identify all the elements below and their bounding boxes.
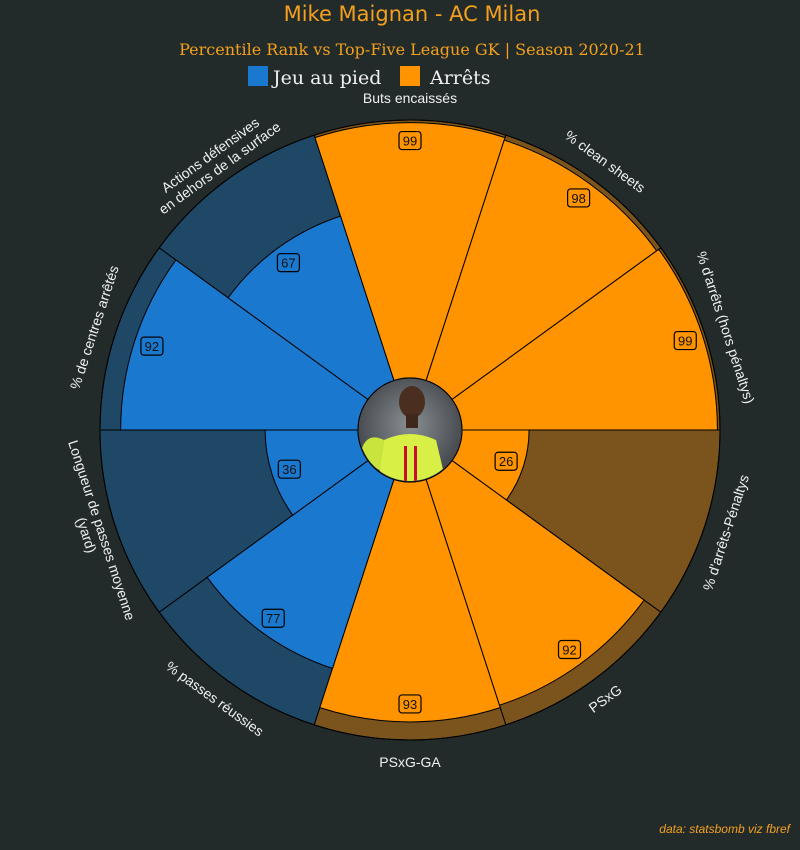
value-text: 67	[281, 256, 295, 271]
value-label-actions-defensives-en-dehors-de-la-surface: 67	[276, 253, 301, 273]
value-label-d-arrets-hors-penaltys: 99	[673, 330, 697, 351]
value-box	[494, 451, 518, 471]
value-box	[673, 330, 697, 351]
legend-swatch-arrets	[400, 66, 420, 86]
value-label-psxg: 92	[557, 639, 582, 660]
value-label-passes-reussies: 77	[261, 608, 285, 628]
value-text: 99	[678, 334, 692, 349]
value-box	[557, 639, 582, 660]
value-box	[261, 608, 285, 628]
player-arm	[362, 437, 384, 470]
category-label-line: PSxG-GA	[379, 754, 441, 770]
value-wedges	[120, 122, 718, 723]
value-label-de-centres-arretes: 92	[140, 336, 164, 356]
value-box	[567, 188, 591, 208]
category-label-psxg-ga: PSxG-GA	[379, 754, 441, 770]
value-text: 26	[499, 454, 513, 469]
category-label-line: Buts encaissés	[363, 90, 457, 106]
value-label-d-arrets-penaltys: 26	[494, 451, 518, 471]
value-text: 92	[562, 643, 576, 658]
value-box	[398, 130, 422, 151]
value-label-clean-sheets: 98	[567, 188, 591, 208]
jersey-stripe	[404, 446, 407, 481]
player-jersey	[378, 434, 446, 481]
value-text: 99	[403, 134, 417, 149]
value-box	[140, 336, 164, 356]
value-box	[398, 694, 422, 714]
value-label-psxg-ga: 93	[398, 694, 422, 714]
value-labels: 99 98 99 26 92 93 77 36 92 67	[140, 130, 697, 714]
player-head	[399, 386, 425, 418]
value-text: 93	[403, 697, 417, 712]
player-photo	[357, 377, 463, 483]
value-label-longueur-de-passes-moyenne-yard: 36	[277, 459, 301, 479]
legend-label-jeu-au-pied: Jeu au pied	[271, 67, 381, 89]
data-credit: data: statsbomb viz fbref	[659, 822, 791, 836]
value-text: 98	[571, 191, 585, 206]
value-label-buts-encaisses: 99	[398, 130, 422, 151]
value-text: 77	[266, 611, 280, 626]
legend-label-arrets: Arrêts	[429, 67, 491, 89]
chart-subtitle: Percentile Rank vs Top-Five League GK | …	[179, 40, 645, 59]
value-text: 36	[282, 462, 296, 477]
player-neck	[406, 414, 418, 428]
legend-swatch-jeu-au-pied	[248, 66, 268, 86]
value-box	[276, 253, 301, 273]
legend: Jeu au pied Arrêts	[248, 66, 491, 89]
chart-title: Mike Maignan - AC Milan	[284, 2, 541, 26]
jersey-stripe	[414, 446, 417, 481]
category-label-buts-encaisses: Buts encaissés	[363, 90, 457, 106]
value-text: 92	[145, 339, 159, 354]
outer-ring	[99, 119, 721, 741]
value-box	[277, 459, 301, 479]
